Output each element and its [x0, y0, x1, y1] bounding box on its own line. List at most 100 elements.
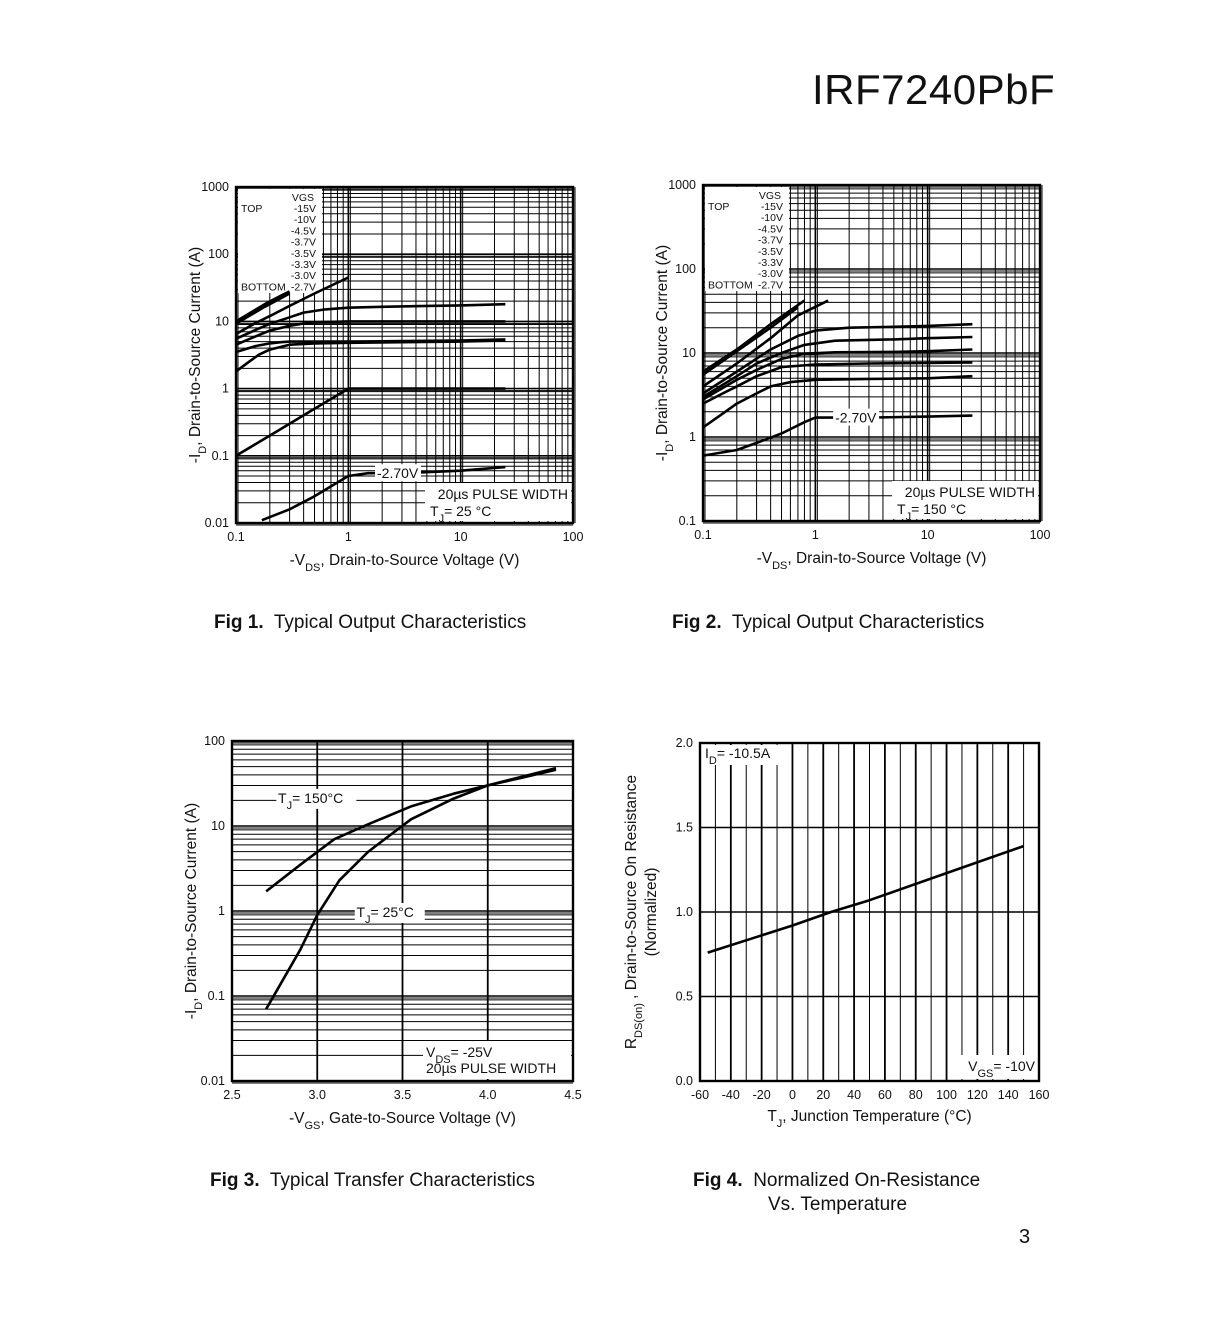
- vgs-label: VGS= -10V: [968, 1058, 1036, 1080]
- legend-value: -3.5V: [758, 246, 783, 258]
- legend-value: -3.7V: [291, 237, 316, 249]
- y-axis-label: -ID, Drain-to-Source Current (A): [187, 247, 209, 463]
- series-line-7: [702, 361, 973, 405]
- y-tick-label: 100: [208, 247, 229, 261]
- legend-header: VGS: [292, 192, 314, 204]
- legend-value: -3.0V: [291, 270, 316, 282]
- x-tick-label: 100: [1030, 528, 1051, 542]
- vds-label-part: = -25V: [451, 1044, 493, 1060]
- label-backdrop: [953, 1055, 1037, 1079]
- legend-value: -10V: [761, 212, 783, 224]
- y-axis-label-part: , Drain-to-Source On Resistance: [623, 775, 640, 1003]
- x-tick-label: -40: [722, 1088, 740, 1102]
- legend-value: -2.7V: [291, 281, 316, 293]
- legend-bottom: BOTTOM: [241, 281, 286, 293]
- series-line-1: [265, 768, 557, 893]
- y-tick-label: 100: [204, 734, 225, 748]
- series-line-3: [702, 299, 829, 388]
- x-tick-label: 3.0: [309, 1088, 326, 1102]
- series-line-9: [261, 465, 506, 522]
- y-axis-label: -ID, Drain-to-Source Current (A): [183, 803, 205, 1019]
- plot-frame: [698, 741, 1041, 1083]
- fig4-caption-text: Normalized On-Resistance: [753, 1170, 981, 1191]
- vgs-label-part: GS: [977, 1068, 993, 1080]
- vds-label-part: V: [426, 1044, 436, 1060]
- curve-label: -2.70V: [377, 465, 419, 481]
- pulse-width-label: 20µs PULSE WIDTH: [905, 484, 1035, 500]
- fig3-caption-number: Fig 3.: [210, 1170, 260, 1191]
- y-tick-label: 1000: [201, 180, 229, 194]
- page-number: 3: [1019, 1226, 1031, 1248]
- label-backdrop: [425, 483, 571, 521]
- x-tick-label: -20: [753, 1088, 771, 1102]
- tj25-label-part: T: [356, 904, 365, 920]
- grid: [699, 742, 1040, 1082]
- x-axis-label-part: -V: [757, 550, 773, 567]
- tj150-label-part: T: [278, 790, 287, 806]
- label-backdrop: [892, 481, 1038, 519]
- x-tick-label: 100: [563, 530, 584, 544]
- x-tick-label: 140: [998, 1088, 1019, 1102]
- fig4-caption: Fig 4. Normalized On-Resistance: [693, 1170, 980, 1192]
- y-tick-label: 2.0: [676, 736, 693, 750]
- x-axis-label-part: , Drain-to-Source Voltage (V): [787, 550, 986, 567]
- x-axis-label: -VDS, Drain-to-Source Voltage (V): [757, 550, 987, 572]
- fig2-caption-text: Typical Output Characteristics: [731, 612, 985, 633]
- x-axis-label-part: DS: [305, 562, 320, 574]
- vgs-label-part: = -10V: [993, 1058, 1035, 1074]
- y-tick-label: 0.01: [201, 1074, 225, 1088]
- label-backdrop: [423, 1041, 571, 1079]
- x-tick-label: 10: [921, 528, 935, 542]
- x-tick-label: 4.5: [564, 1088, 581, 1102]
- y-axis-label: -ID, Drain-to-Source Current (A): [654, 245, 676, 461]
- drain-current-label-part: I: [705, 745, 709, 761]
- series-line-1: [235, 290, 291, 323]
- x-tick-label: 0.1: [227, 530, 244, 544]
- label-backdrop: [702, 745, 784, 765]
- legend-value: -3.3V: [291, 259, 316, 271]
- x-tick-label: 2.5: [223, 1088, 240, 1102]
- legend-top: TOP: [241, 203, 262, 215]
- tj25-label: TJ= 25°C: [356, 904, 413, 926]
- series-line-3: [235, 276, 349, 336]
- y-tick-label: 0.01: [205, 516, 229, 530]
- series-line-1: [707, 844, 1025, 954]
- y-axis-label-part: DS(on): [633, 1003, 645, 1038]
- legend-value: -4.5V: [291, 225, 316, 237]
- series-line-8: [702, 374, 973, 429]
- series-line-4: [235, 302, 506, 340]
- junction-temp-label: TJ= 150 °C: [897, 501, 966, 523]
- x-tick-label: 0.1: [694, 528, 711, 542]
- fig2-chart: VGS-15V-10V-4.5V-3.7V-3.5V-3.3V-3.0V-2.7…: [654, 178, 1050, 572]
- fig1-chart: VGS-15V-10V-4.5V-3.7V-3.5V-3.3V-3.0V-2.7…: [187, 180, 583, 574]
- y-tick-label: 0.1: [212, 449, 229, 463]
- x-axis-label-part: -V: [290, 552, 306, 569]
- y-axis-label-part: , Drain-to-Source Current (A): [183, 803, 200, 1002]
- series-line-5: [702, 335, 973, 399]
- tj150-label-part: J: [287, 800, 293, 812]
- x-tick-label: -60: [691, 1088, 709, 1102]
- y-axis-label-part: R: [623, 1038, 640, 1049]
- fig2-caption-number: Fig 2.: [672, 612, 722, 633]
- plot-frame: [234, 185, 575, 525]
- y-tick-label: 1: [218, 904, 225, 918]
- legend-value: -3.5V: [291, 248, 316, 260]
- x-axis-label: -VGS, Gate-to-Source Voltage (V): [289, 1110, 516, 1132]
- legend-bottom: BOTTOM: [708, 279, 753, 291]
- plot-frame: [230, 739, 575, 1083]
- x-tick-label: 160: [1029, 1088, 1050, 1102]
- series-line-4: [702, 322, 973, 395]
- x-axis-label-part: T: [767, 1108, 777, 1125]
- x-tick-label: 100: [936, 1088, 957, 1102]
- y-tick-label: 10: [682, 346, 696, 360]
- x-tick-label: 120: [967, 1088, 988, 1102]
- legend-value: -4.5V: [758, 223, 783, 235]
- legend-value: -3.0V: [758, 268, 783, 280]
- legend-value: -15V: [294, 203, 316, 215]
- fig3-caption-text: Typical Transfer Characteristics: [269, 1170, 535, 1191]
- y-tick-label: 100: [675, 262, 696, 276]
- legend-value: -10V: [294, 214, 316, 226]
- fig1-caption: Fig 1. Typical Output Characteristics: [214, 612, 526, 634]
- label-backdrop: [354, 903, 425, 923]
- pulse-width-label: 20µs PULSE WIDTH: [426, 1060, 556, 1076]
